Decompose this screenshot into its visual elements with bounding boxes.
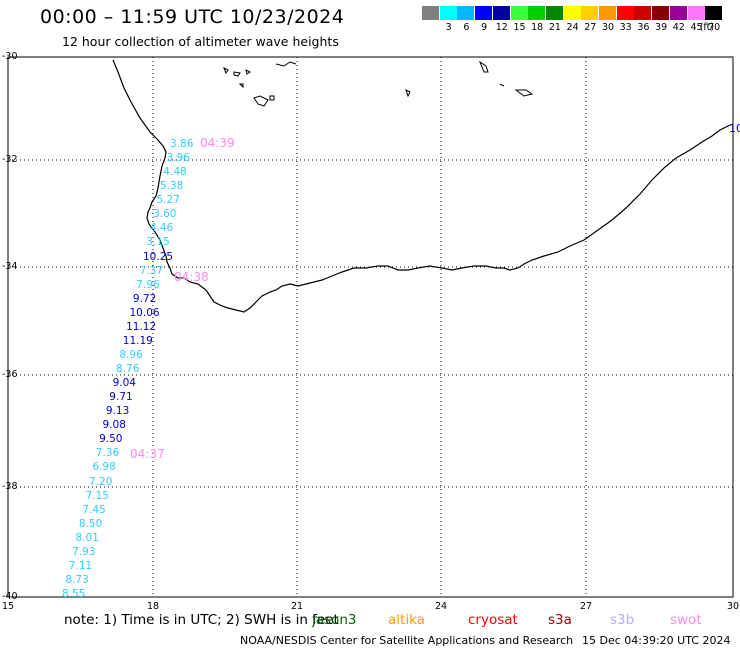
legend-label: 15 xyxy=(513,22,526,33)
wave-height-label: 8.55 xyxy=(62,588,86,600)
wave-height-label: 9.13 xyxy=(105,405,130,418)
legend-label: 36 xyxy=(637,22,650,33)
wave-height-label: 8.73 xyxy=(65,573,89,586)
legend-label: 30 xyxy=(601,22,615,33)
wave-height-label: 9.04 xyxy=(112,377,136,390)
footer-note: note: 1) Time is in UTC; 2) SWH is in fe… xyxy=(64,612,339,628)
edge-value: 10 xyxy=(729,122,740,135)
wave-height-label: 11.12 xyxy=(126,320,157,333)
pass-time-label: 04:39 xyxy=(200,136,235,150)
pass-time-label: 04:38 xyxy=(174,270,209,284)
wave-height-label: 4.48 xyxy=(163,166,187,179)
lon-tick-label: 21 xyxy=(291,601,304,612)
legend-swatch xyxy=(439,6,457,20)
graticule xyxy=(8,57,733,597)
legend-label: 39 xyxy=(655,22,668,33)
lon-tick-label: 30 xyxy=(727,601,740,612)
legend-swatch xyxy=(581,6,599,20)
legend-label: 45 xyxy=(690,22,703,33)
map-subtitle: 12 hour collection of altimeter wave hei… xyxy=(62,34,339,49)
legend-swatch xyxy=(599,6,616,20)
wave-height-label: 10.06 xyxy=(129,306,160,319)
legend-swatch xyxy=(687,6,705,20)
legend-label: 24 xyxy=(566,22,579,33)
lat-tick-label: -34 xyxy=(2,261,18,272)
wave-height-label: 7.37 xyxy=(139,264,163,277)
wave-height-label: 8.96 xyxy=(119,348,143,361)
generated-timestamp: 15 Dec 04:39:20 UTC 2024 xyxy=(582,634,731,647)
legend-label: 33 xyxy=(619,22,632,33)
legend-swatch xyxy=(652,6,670,20)
wave-height-label: 7.20 xyxy=(89,475,113,488)
legend-label: 42 xyxy=(672,22,685,33)
legend-swatch xyxy=(457,6,475,20)
legend-label: 18 xyxy=(531,22,544,33)
legend-swatch xyxy=(492,6,510,20)
wave-height-label: 8.01 xyxy=(75,531,99,544)
legend-swatch xyxy=(634,6,652,20)
lat-tick-label: -30 xyxy=(2,51,18,62)
legend-label: 70 xyxy=(708,22,721,33)
wave-height-label: 7.96 xyxy=(136,278,160,291)
map-frame xyxy=(7,56,734,598)
lon-tick-label: 24 xyxy=(435,601,448,612)
wave-height-label: 7.15 xyxy=(85,489,109,502)
wave-height-label: 7.45 xyxy=(82,503,106,516)
satellite-label: s3b xyxy=(610,612,635,628)
legend-label: 27 xyxy=(584,22,597,33)
wave-height-label: 9.72 xyxy=(132,292,157,305)
legend-swatch xyxy=(705,6,723,20)
wave-height-label: 6.98 xyxy=(92,461,116,474)
lon-tick-label: 18 xyxy=(147,601,160,612)
legend-swatch xyxy=(422,6,439,20)
coastline-south-africa xyxy=(112,59,734,313)
satellite-label: altika xyxy=(388,612,425,628)
wave-height-label: 5.38 xyxy=(159,180,184,193)
credit-line: NOAA/NESDIS Center for Satellite Applica… xyxy=(240,634,574,647)
wave-height-label: 9.71 xyxy=(109,391,133,404)
lon-tick-label: 15 xyxy=(2,601,15,612)
legend-label: 3 xyxy=(445,22,452,33)
lat-tick-label: -32 xyxy=(2,154,18,165)
map-title: 00:00 – 11:59 UTC 10/23/2024 xyxy=(40,6,345,28)
legend-label: 6 xyxy=(463,22,470,33)
lat-tick-label: -38 xyxy=(2,481,18,492)
pass-time-label: 04:37 xyxy=(130,447,165,461)
legend-label: 12 xyxy=(495,22,508,33)
wave-height-label: 8.50 xyxy=(78,517,103,530)
legend-label: 9 xyxy=(481,22,488,33)
wave-height-label: 9.50 xyxy=(99,433,123,446)
legend-swatch xyxy=(528,6,546,20)
wave-height-label: 7.93 xyxy=(72,545,96,558)
legend-swatch xyxy=(616,6,634,20)
lat-tick-label: -36 xyxy=(2,369,18,380)
satellite-label: cryosat xyxy=(468,612,518,628)
satellite-label: jason3 xyxy=(312,612,357,628)
legend-unit: (ft) xyxy=(699,22,715,33)
lat-tick-label: -40 xyxy=(2,591,18,602)
legend-swatch xyxy=(545,6,563,20)
inland-features xyxy=(223,60,534,107)
wave-height-label: 7.36 xyxy=(95,447,120,460)
wave-height-label: 10.25 xyxy=(143,250,174,263)
legend-swatch xyxy=(669,6,687,20)
wave-height-label: 3.15 xyxy=(146,236,170,249)
wave-height-label: 7.11 xyxy=(68,559,93,572)
legend-label: 21 xyxy=(548,22,561,33)
wave-height-label: 5.27 xyxy=(156,194,180,207)
legend-swatch xyxy=(510,6,528,20)
wave-height-label: 4.46 xyxy=(149,222,174,235)
satellite-label: s3a xyxy=(548,612,572,628)
legend-swatch xyxy=(475,6,493,20)
wave-height-label: 9.08 xyxy=(102,419,126,432)
wave-height-label: 3.60 xyxy=(153,208,177,221)
wave-height-label: 3.96 xyxy=(166,152,190,165)
wave-height-label: 11.19 xyxy=(122,334,153,347)
satellite-label: swot xyxy=(670,612,702,628)
wave-height-label: 3.86 xyxy=(170,138,194,150)
legend-swatch xyxy=(563,6,581,20)
lon-tick-label: 27 xyxy=(580,601,593,612)
wave-height-label: 8.76 xyxy=(116,363,140,375)
